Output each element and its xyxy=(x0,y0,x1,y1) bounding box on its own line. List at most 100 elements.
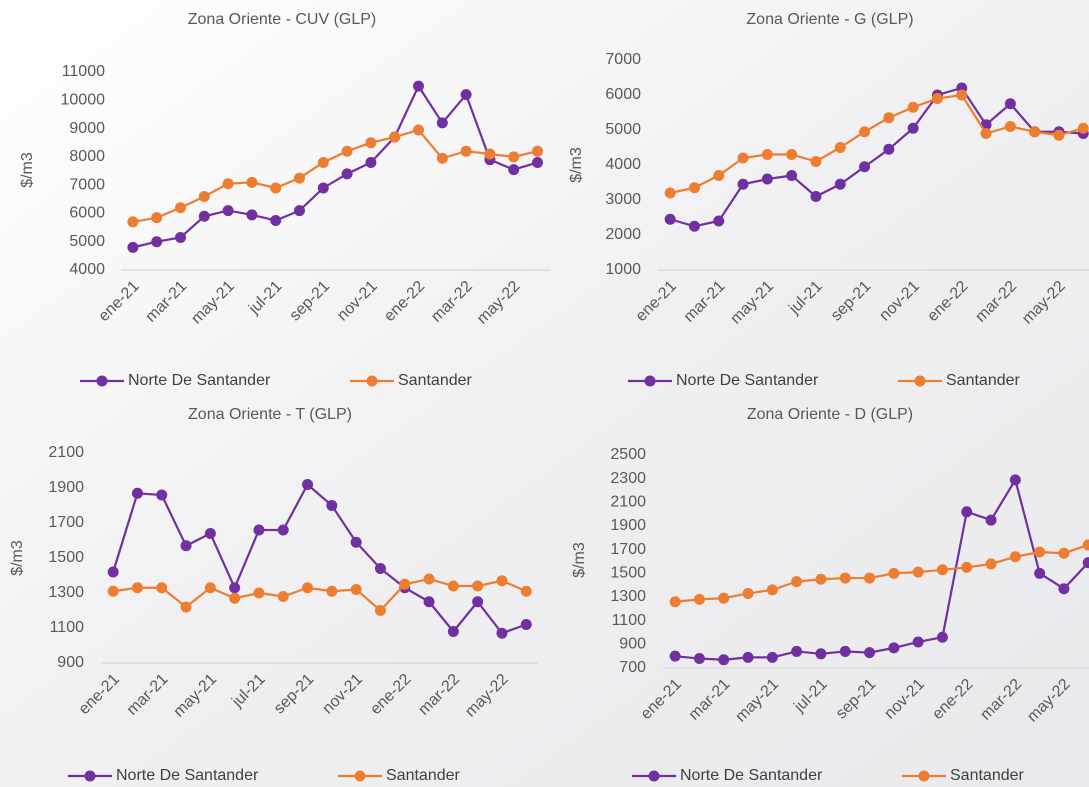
data-point xyxy=(350,584,362,595)
y-axis-label: $/m3 xyxy=(571,542,588,578)
series-line xyxy=(669,86,1084,228)
data-point xyxy=(1058,583,1070,595)
data-point xyxy=(460,145,472,157)
data-point xyxy=(864,572,876,584)
legend-marker xyxy=(914,375,926,387)
data-point xyxy=(1077,122,1089,134)
y-tick-label: 5000 xyxy=(69,233,105,250)
y-axis-label: $/m3 xyxy=(9,540,26,576)
data-point xyxy=(742,651,754,663)
data-point xyxy=(389,131,401,143)
data-point xyxy=(156,582,168,594)
data-point xyxy=(277,524,289,536)
data-point xyxy=(204,528,216,539)
y-axis-label: $/m3 xyxy=(19,152,36,188)
y-tick-label: 8000 xyxy=(69,148,105,165)
data-point xyxy=(1004,121,1016,132)
data-point xyxy=(253,524,265,536)
y-tick-label: 900 xyxy=(57,654,84,671)
data-point xyxy=(436,152,448,164)
data-point xyxy=(508,164,520,176)
data-point xyxy=(718,654,730,666)
y-tick-label: 1100 xyxy=(50,619,85,636)
data-point xyxy=(985,558,997,570)
data-point xyxy=(859,161,871,173)
data-point xyxy=(246,176,258,188)
data-point xyxy=(864,647,876,659)
y-tick-label: 10000 xyxy=(61,92,106,109)
data-point xyxy=(664,187,676,199)
data-point xyxy=(766,651,778,663)
y-tick-label: 1300 xyxy=(610,588,646,605)
data-point xyxy=(936,564,948,576)
data-point xyxy=(350,536,362,548)
data-point xyxy=(815,648,827,660)
data-point xyxy=(277,591,289,602)
data-point xyxy=(204,582,216,594)
data-point xyxy=(423,596,435,608)
data-point xyxy=(317,157,329,169)
legend-label: Santander xyxy=(950,767,1025,784)
data-point xyxy=(496,575,508,587)
data-point xyxy=(520,585,532,597)
data-point xyxy=(791,645,803,657)
data-point xyxy=(508,151,520,163)
data-point xyxy=(810,191,822,202)
data-point xyxy=(1082,557,1089,569)
data-point xyxy=(436,117,448,129)
data-point xyxy=(460,89,472,101)
data-point xyxy=(1009,474,1021,486)
y-tick-label: 2100 xyxy=(48,444,84,461)
data-point xyxy=(713,215,725,227)
data-point xyxy=(1009,551,1021,563)
data-point xyxy=(742,587,754,599)
data-point xyxy=(713,170,725,181)
data-point xyxy=(859,126,871,138)
data-point xyxy=(1034,546,1046,558)
y-tick-label: 7000 xyxy=(605,51,641,68)
legend-marker xyxy=(644,375,656,387)
y-tick-label: 1900 xyxy=(48,479,84,496)
y-tick-label: 4000 xyxy=(605,156,641,173)
data-point xyxy=(246,209,258,221)
data-point xyxy=(532,157,543,169)
y-tick-label: 1000 xyxy=(605,261,641,278)
data-point xyxy=(447,580,459,592)
data-point xyxy=(326,585,338,597)
data-point xyxy=(839,572,851,584)
y-tick-label: 1700 xyxy=(48,514,84,531)
data-point xyxy=(688,220,700,232)
data-point xyxy=(326,500,338,511)
data-point xyxy=(317,182,329,194)
data-point xyxy=(341,145,353,157)
data-point xyxy=(912,636,924,648)
data-point xyxy=(222,178,234,190)
y-tick-label: 1300 xyxy=(48,584,84,601)
data-point xyxy=(1029,126,1041,138)
data-point xyxy=(761,173,773,185)
data-point xyxy=(472,580,484,592)
data-point xyxy=(229,582,241,594)
data-point xyxy=(341,168,353,180)
data-point xyxy=(839,645,851,657)
data-point xyxy=(1004,98,1016,110)
data-point xyxy=(374,563,386,574)
legend-label: Norte De Santander xyxy=(680,767,823,784)
data-point xyxy=(175,231,186,243)
data-point xyxy=(270,182,282,194)
y-tick-label: 3000 xyxy=(605,191,641,208)
y-tick-label: 4000 xyxy=(69,261,105,278)
y-tick-label: 6000 xyxy=(69,205,105,222)
data-point xyxy=(532,145,543,157)
data-point xyxy=(834,142,846,153)
legend-marker xyxy=(918,770,930,782)
data-point xyxy=(302,582,314,594)
data-point xyxy=(961,561,973,573)
data-point xyxy=(737,178,749,190)
data-point xyxy=(270,215,282,226)
data-point xyxy=(669,596,681,608)
data-point xyxy=(175,202,186,214)
data-point xyxy=(399,578,411,590)
data-point xyxy=(180,540,192,552)
